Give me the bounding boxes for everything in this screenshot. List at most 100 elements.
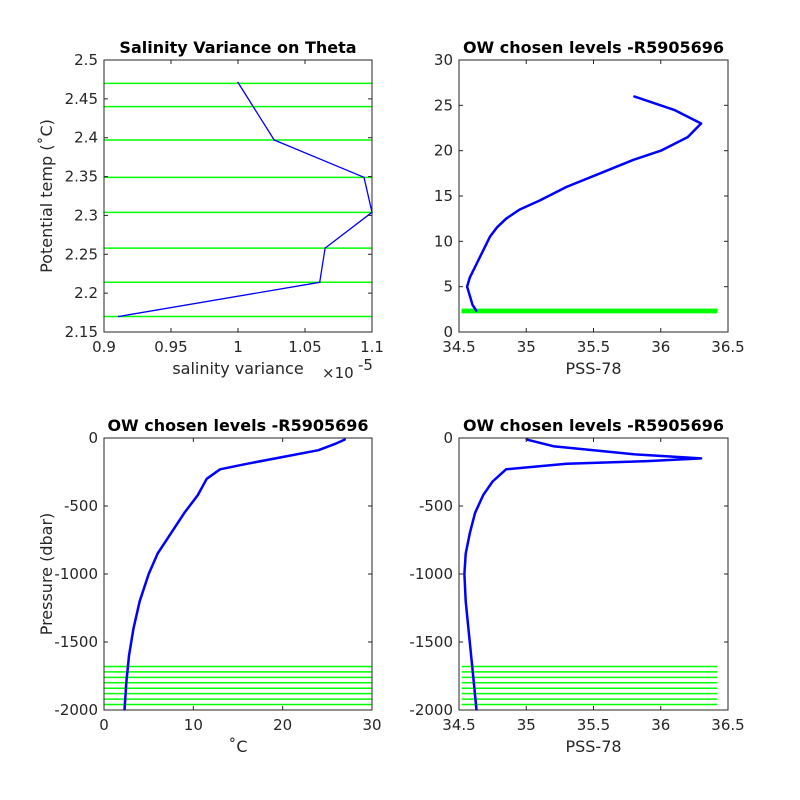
- data-point: [482, 494, 485, 496]
- data-point: [505, 217, 507, 220]
- x-axis-label: PSS-78: [565, 737, 621, 756]
- y-tick-label: 25: [434, 96, 453, 114]
- chart-title: OW chosen levels -R5905696: [463, 416, 724, 435]
- axes-box: [103, 437, 373, 711]
- data-point: [700, 457, 702, 460]
- y-tick-label: 2.2: [74, 284, 98, 302]
- data-point: [273, 139, 275, 141]
- data-point: [565, 463, 568, 465]
- data-point: [317, 449, 320, 452]
- x-tick-label: 35: [517, 338, 536, 356]
- chart-title: Salinity Variance on Theta: [119, 38, 356, 57]
- data-point: [125, 682, 128, 684]
- y-tick-label: -2000: [54, 701, 98, 719]
- x-tick-label: 1.05: [288, 338, 321, 356]
- data-point: [475, 310, 478, 312]
- data-point: [552, 445, 554, 447]
- x-tick-label: 35: [517, 716, 536, 734]
- x-tick-label: 36.5: [711, 716, 744, 734]
- profile-series-line: [123, 438, 346, 711]
- data-point: [633, 95, 635, 98]
- data-point: [197, 494, 199, 496]
- data-point: [170, 532, 172, 534]
- y-tick-label: 30: [434, 51, 453, 69]
- data-point: [633, 453, 635, 456]
- data-point: [468, 276, 471, 279]
- data-point: [464, 552, 467, 555]
- chart-panel-2: 34.5 35 35.5 36 36.5 0 5 10 15 20 25 30 OW chosen le…: [434, 38, 745, 378]
- y-tick-label: 5: [443, 278, 453, 296]
- axes-box: [103, 59, 373, 333]
- data-point: [468, 294, 471, 297]
- y-tick-label: 2.25: [65, 245, 98, 263]
- data-point: [138, 600, 141, 602]
- y-tick-label: -500: [419, 497, 453, 515]
- data-point: [518, 208, 521, 211]
- y-tick-label: -1500: [409, 633, 453, 651]
- data-point: [599, 172, 602, 175]
- x-axis-label: ˚C: [228, 737, 247, 756]
- y-tick-label: -1000: [54, 565, 98, 583]
- data-point: [686, 136, 689, 138]
- data-point: [237, 81, 239, 84]
- data-point: [489, 236, 491, 238]
- profile-series-line: [463, 438, 703, 711]
- data-point: [538, 199, 541, 202]
- data-point: [324, 247, 326, 249]
- data-point: [475, 263, 478, 265]
- data-point: [673, 109, 675, 111]
- data-point: [471, 304, 474, 306]
- chart-title: OW chosen levels -R5905696: [107, 416, 368, 435]
- x-axis-label: salinity variance: [172, 359, 303, 378]
- data-point: [464, 600, 467, 602]
- y-tick-label: 0: [443, 429, 453, 447]
- data-point: [633, 158, 635, 161]
- data-point: [505, 468, 507, 471]
- axes-box: [458, 59, 729, 333]
- x-tick-label: 10: [184, 716, 203, 734]
- y-tick-label: -1000: [409, 565, 453, 583]
- data-point: [246, 463, 248, 465]
- data-point: [156, 552, 159, 555]
- y-tick-label: 2.45: [65, 90, 98, 108]
- data-point: [491, 480, 494, 483]
- y-tick-label: 0: [443, 323, 453, 341]
- data-point: [700, 122, 702, 125]
- chart-panel-3: 0 10 20 30 -2000 -1500 -1000 -500 0 OW chosen lev…: [37, 416, 382, 756]
- y-tick-label: 0: [88, 429, 98, 447]
- data-point: [128, 654, 130, 657]
- y-tick-label: 2.4: [74, 129, 98, 147]
- data-point: [482, 249, 485, 252]
- x-tick-label: 0: [99, 716, 109, 734]
- data-point: [468, 532, 471, 534]
- chart-panel-1: 0.9 0.95 1 1.05 1.1 2.15 2.2 2.25 2.3 2.35 2.4 2.45…: [37, 38, 384, 382]
- data-point: [463, 573, 466, 575]
- x-tick-label: 36.5: [711, 338, 744, 356]
- data-point: [659, 149, 662, 152]
- data-point: [219, 468, 221, 471]
- y-tick-label: 20: [434, 142, 453, 160]
- data-point: [132, 627, 135, 630]
- y-tick-label: 2.35: [65, 168, 98, 186]
- x-tick-label: 1: [233, 338, 243, 356]
- data-point: [466, 285, 468, 288]
- y-tick-label: -2000: [409, 701, 453, 719]
- data-point: [318, 281, 321, 284]
- x-tick-label: 36: [651, 716, 670, 734]
- data-point: [474, 512, 476, 514]
- chart-panel-4: 34.5 35 35.5 36 36.5 -2000 -1500 -1000 -500 0 OW c…: [409, 416, 744, 756]
- x-exponent-power: -5: [358, 356, 373, 374]
- data-point: [183, 512, 186, 514]
- y-tick-label: 2.15: [65, 323, 98, 341]
- data-point: [467, 627, 470, 630]
- x-tick-label: 20: [273, 716, 292, 734]
- y-tick-label: 15: [434, 187, 453, 205]
- x-exponent-label: ×10: [322, 364, 354, 382]
- data-point: [281, 456, 284, 458]
- data-point: [565, 186, 568, 188]
- x-tick-label: 35.5: [577, 338, 610, 356]
- data-point: [147, 573, 150, 575]
- y-tick-label: -500: [64, 497, 98, 515]
- chart-title: OW chosen levels -R5905696: [463, 38, 724, 57]
